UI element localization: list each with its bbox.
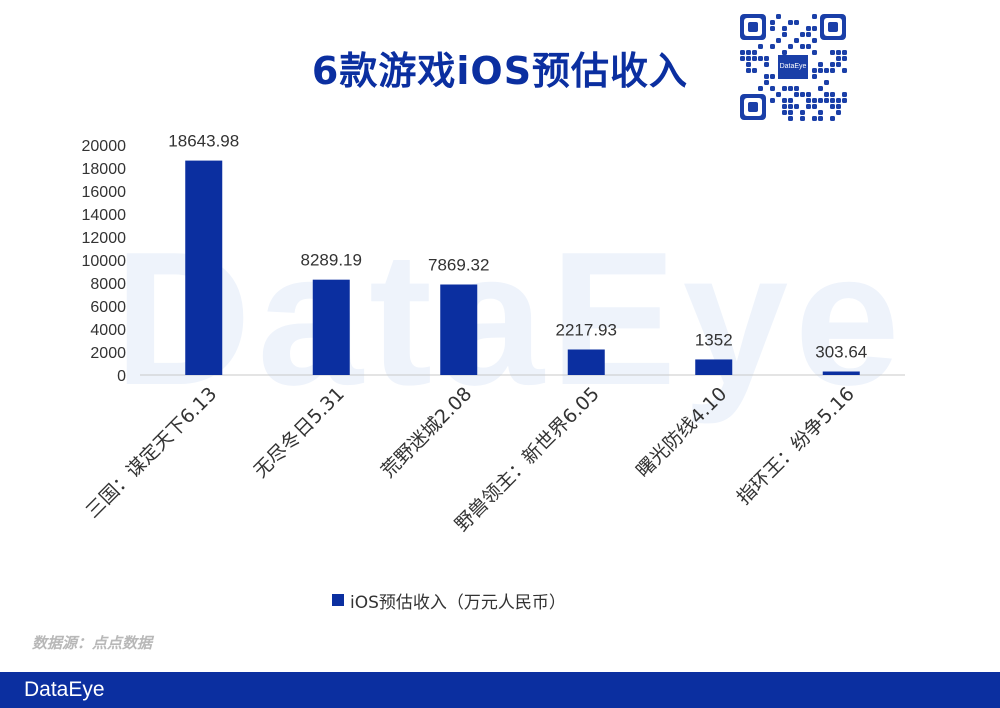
y-tick-label: 6000 xyxy=(90,299,126,316)
bar xyxy=(440,284,478,375)
data-label: 2217.93 xyxy=(556,320,617,339)
y-tick-label: 18000 xyxy=(82,161,127,178)
chart-title: 6款游戏iOS预估收入 xyxy=(311,49,689,93)
data-label: 303.64 xyxy=(815,343,867,362)
y-tick-label: 4000 xyxy=(90,322,126,339)
legend: iOS预估收入（万元人民币） xyxy=(332,589,566,613)
data-label: 18643.98 xyxy=(168,132,239,151)
bar xyxy=(695,359,733,375)
y-tick-label: 10000 xyxy=(82,253,127,270)
y-tick-label: 8000 xyxy=(90,276,126,293)
x-tick-label: 无尽冬日5.31 xyxy=(250,383,349,482)
bar xyxy=(185,160,223,375)
qr-code: DataEye xyxy=(738,12,848,122)
legend-label: iOS预估收入（万元人民币） xyxy=(350,592,566,613)
legend-swatch xyxy=(332,594,344,606)
data-label: 8289.19 xyxy=(301,251,362,270)
data-label: 1352 xyxy=(695,330,733,349)
bar xyxy=(822,371,860,375)
x-tick-label: 三国：谋定天下6.13 xyxy=(82,383,222,523)
x-tick-label: 指环王：纷争5.16 xyxy=(733,383,859,509)
footer-logo: DataEye xyxy=(24,678,105,701)
data-source: 数据源：点点数据 xyxy=(32,634,153,652)
x-tick-label: 野兽领主：新世界6.05 xyxy=(451,383,604,536)
x-tick-label: 曙光防线4.10 xyxy=(632,383,731,482)
y-tick-label: 12000 xyxy=(82,230,127,247)
data-label: 7869.32 xyxy=(428,256,489,275)
bar-chart: 0 2000 4000 6000 8000 10000 12000 14000 16000 180… xyxy=(82,132,905,536)
qr-code-icon xyxy=(740,14,847,121)
y-tick-label: 14000 xyxy=(82,207,127,224)
y-tick-label: 16000 xyxy=(82,184,127,201)
y-tick-label: 2000 xyxy=(90,345,126,362)
qr-badge: DataEye xyxy=(778,55,808,79)
x-tick-label: 荒野迷城2.08 xyxy=(377,383,476,482)
y-tick-label: 0 xyxy=(117,368,126,385)
footer-bar: DataEye xyxy=(0,672,1000,708)
watermark: DataEye xyxy=(114,213,906,425)
bar xyxy=(567,349,605,375)
bar xyxy=(312,279,350,375)
y-tick-label: 20000 xyxy=(82,138,127,155)
